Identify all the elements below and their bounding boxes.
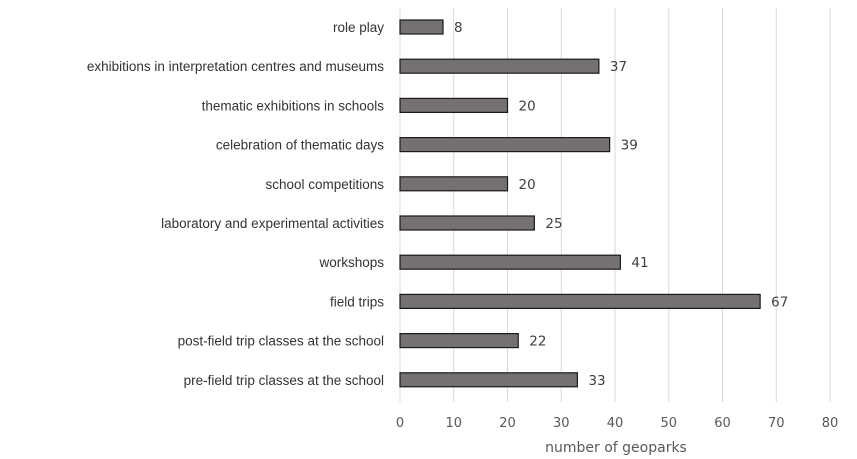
bar <box>399 19 444 35</box>
x-tick-label: 60 <box>714 416 731 431</box>
bar <box>399 137 611 153</box>
x-tick-label: 70 <box>768 416 785 431</box>
x-tick-label: 80 <box>822 416 839 431</box>
bar <box>399 97 509 114</box>
category-label: celebration of thematic days <box>216 138 384 153</box>
x-tick-label: 20 <box>499 416 516 431</box>
category-labels: role play exhibitions in interpretation c… <box>87 20 384 388</box>
x-tick-label: 50 <box>660 416 677 431</box>
category-label: pre-field trip classes at the school <box>184 373 384 388</box>
data-label: 39 <box>621 138 638 154</box>
x-tick-label: 0 <box>396 416 404 431</box>
bar <box>399 58 600 74</box>
category-label: laboratory and experimental activities <box>161 216 384 231</box>
data-label: 67 <box>771 294 788 310</box>
bars <box>399 19 761 388</box>
data-label: 33 <box>588 373 605 389</box>
bar <box>399 254 621 270</box>
category-label: workshops <box>318 255 384 270</box>
category-label: school competitions <box>265 177 384 192</box>
data-label: 25 <box>545 216 562 232</box>
x-tick-label: 10 <box>445 416 462 431</box>
data-label: 20 <box>519 177 536 193</box>
category-label: field trips <box>330 294 384 309</box>
category-label: post-field trip classes at the school <box>178 334 384 349</box>
x-axis-title: number of geoparks <box>545 440 687 456</box>
x-tick-label: 40 <box>607 416 624 431</box>
category-label: exhibitions in interpretation centres an… <box>87 59 384 74</box>
bar <box>399 176 509 192</box>
bar <box>399 333 519 349</box>
data-label: 37 <box>610 59 627 75</box>
category-label: role play <box>333 20 384 35</box>
x-tick-label: 30 <box>553 416 570 431</box>
bar <box>399 372 578 388</box>
data-label: 8 <box>454 20 463 36</box>
data-label: 22 <box>529 334 546 350</box>
x-tick-labels: 0 10 20 30 40 50 60 70 80 <box>396 416 838 431</box>
data-labels: 8 37 20 39 20 25 41 67 22 33 <box>454 20 788 389</box>
bar <box>399 215 535 231</box>
bar <box>399 293 761 309</box>
category-label: thematic exhibitions in schools <box>202 98 385 113</box>
data-label: 20 <box>519 98 536 114</box>
data-label: 41 <box>631 255 648 271</box>
